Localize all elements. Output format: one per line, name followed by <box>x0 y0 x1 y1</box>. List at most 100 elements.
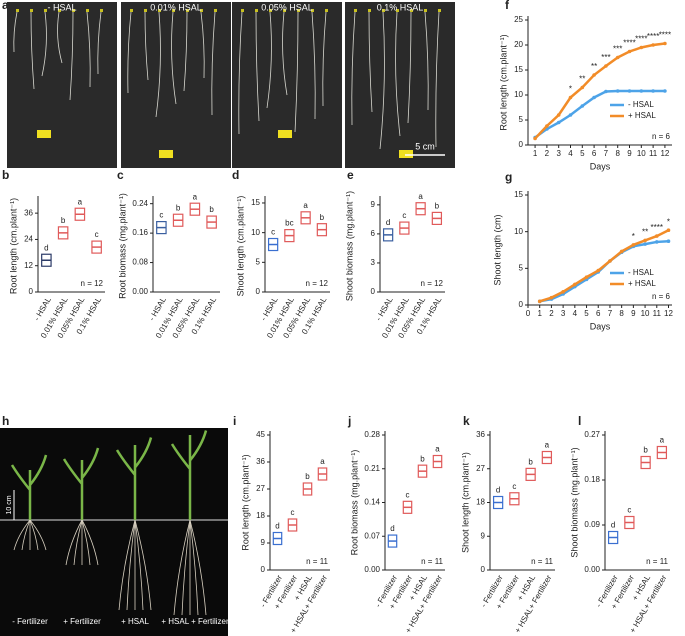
photo-label: 0.1% HSAL <box>377 2 424 12</box>
point <box>556 120 561 125</box>
root <box>183 11 188 92</box>
tag <box>37 130 51 138</box>
y-tick-label: 0.24 <box>132 199 148 208</box>
photo-label: - Fertilizer <box>12 617 48 626</box>
x-tick-label: 7 <box>604 149 609 158</box>
panel-label: j <box>347 414 351 428</box>
y-tick-label: 10 <box>514 227 523 236</box>
point <box>666 239 671 243</box>
significance-letter: a <box>193 192 198 201</box>
y-tick-label: 18 <box>256 511 265 520</box>
x-tick-label: 10 <box>641 309 650 318</box>
root <box>134 519 144 611</box>
leaf <box>354 9 357 12</box>
significance-letter: a <box>660 436 665 445</box>
x-tick-label: 3 <box>561 309 566 318</box>
legend-label: - HSAL <box>628 100 654 109</box>
point <box>627 49 632 54</box>
photo <box>345 2 455 168</box>
point <box>537 299 542 304</box>
significance-letter: b <box>305 472 310 481</box>
point <box>651 89 655 93</box>
significance-letter: d <box>386 218 390 227</box>
leaf <box>58 9 61 12</box>
root <box>266 11 272 109</box>
root <box>65 519 83 566</box>
y-tick-label: 27 <box>476 464 485 473</box>
x-tick-label: 3 <box>556 149 561 158</box>
y-tick-label: 12 <box>24 261 33 270</box>
point <box>663 89 667 93</box>
y-axis-label: Root length (cm.plant⁻¹) <box>240 454 250 550</box>
y-tick-label: 9 <box>371 200 376 209</box>
y-tick-label: 36 <box>24 208 33 217</box>
y-axis-label: Root length (cm.plant⁻¹) <box>8 198 18 294</box>
leaf <box>396 9 399 12</box>
significance-letter: b <box>320 213 325 222</box>
y-tick-label: 0.07 <box>364 531 380 540</box>
root <box>181 519 191 616</box>
x-tick-label: 9 <box>627 149 632 158</box>
leaf <box>30 9 33 12</box>
x-tick-label: 1 <box>537 309 542 318</box>
scale-label: 10 cm <box>6 495 13 514</box>
leaf <box>172 9 175 12</box>
x-tick-label: 5 <box>584 309 589 318</box>
x-tick-label: 5 <box>580 149 585 158</box>
significance-letter: d <box>44 243 48 252</box>
legend-label: - HSAL <box>628 268 654 277</box>
x-tick-label: 11 <box>653 309 662 318</box>
leaf <box>86 9 89 12</box>
y-tick-label: 0.18 <box>584 475 600 484</box>
x-tick-label: 12 <box>664 309 673 318</box>
leaf <box>16 9 19 12</box>
panel-label: f <box>505 0 510 12</box>
root <box>171 11 177 105</box>
y-axis-label: Shoot biomass (mg.plant⁻¹) <box>344 191 354 301</box>
leaf <box>269 9 272 12</box>
panel-label: b <box>2 168 9 182</box>
annotation: ** <box>642 228 648 237</box>
x-tick-label: 2 <box>549 309 554 318</box>
panel-label: e <box>347 168 354 182</box>
x-tick-label: 2 <box>545 149 550 158</box>
y-tick-label: 36 <box>256 457 265 466</box>
y-tick-label: 0 <box>256 287 261 296</box>
significance-letter: c <box>291 508 295 517</box>
root <box>155 11 161 118</box>
leaf <box>255 9 258 12</box>
root <box>294 11 299 133</box>
point <box>615 89 620 93</box>
point <box>584 275 589 279</box>
annotation: **** <box>651 223 663 232</box>
shoot <box>115 437 153 520</box>
significance-letter: c <box>406 490 410 499</box>
point <box>549 295 554 300</box>
point <box>615 55 620 60</box>
significance-letter: d <box>275 522 279 531</box>
tag <box>159 150 173 158</box>
scale-label: 5 cm <box>415 141 435 151</box>
root <box>368 11 373 113</box>
leaf <box>144 9 147 12</box>
point <box>663 41 667 46</box>
y-tick-label: 24 <box>24 235 33 244</box>
shoot <box>170 430 208 520</box>
root <box>57 11 63 64</box>
panel-label: d <box>232 168 239 182</box>
root <box>127 11 132 94</box>
y-tick-label: 0 <box>519 140 524 149</box>
note: n = 11 <box>531 557 553 566</box>
y-axis-label: Root length (cm.plant⁻¹) <box>498 34 508 130</box>
axis <box>269 431 330 571</box>
significance-letter: b <box>61 216 66 225</box>
annotation: ** <box>579 75 585 84</box>
leaf <box>44 9 47 12</box>
annotation: * <box>569 85 572 94</box>
annotation: *** <box>613 45 622 54</box>
root <box>97 11 102 75</box>
significance-letter: a <box>435 445 440 454</box>
x-tick-label: 8 <box>615 149 620 158</box>
y-tick-label: 20 <box>514 40 523 49</box>
